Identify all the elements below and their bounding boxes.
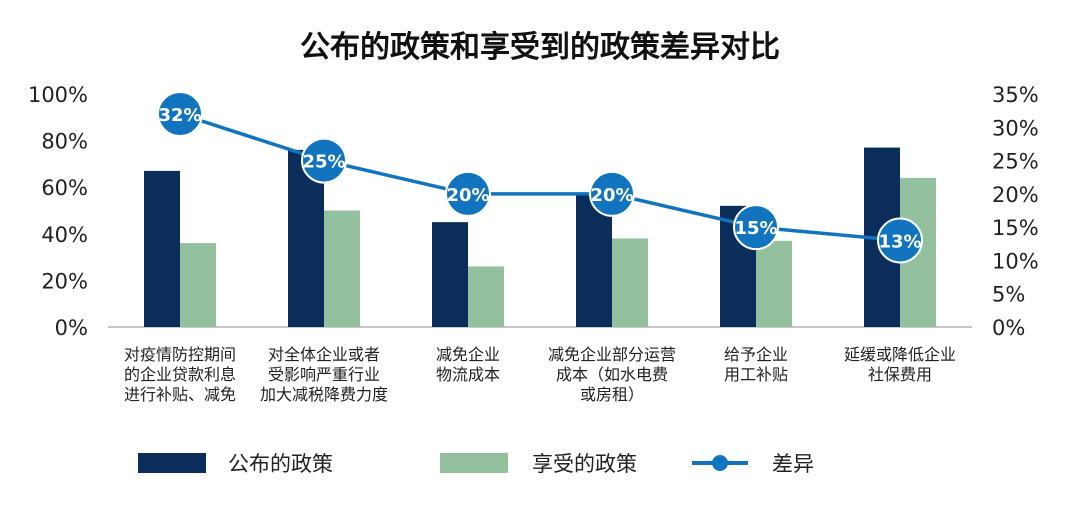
bars-layer [144, 147, 936, 327]
y-left-tick-label: 40% [41, 223, 88, 247]
y-right-tick-label: 15% [992, 216, 1039, 240]
y-right-tick-label: 20% [992, 183, 1039, 207]
diff-point-label: 25% [302, 152, 345, 173]
x-category-label-line: 社保费用 [868, 365, 932, 384]
x-category-label: 给予企业用工补贴 [724, 345, 788, 384]
axes-layer: 0% 20% 40% 60% 80% 100% 0% 5% 10% 15% 20% 25% 30% 35%… [28, 83, 1039, 404]
labels-layer: 32% 25% 20% 20% 15% 13% [158, 105, 921, 252]
y-left-tick-label: 20% [41, 269, 88, 293]
y-left-tick-label: 80% [41, 130, 88, 154]
line-layer [157, 90, 923, 264]
x-category-label-line: 减免企业部分运营 [548, 345, 676, 364]
y-right-tick-label: 0% [992, 316, 1025, 340]
x-category-label-line: 对全体企业或者 [268, 345, 380, 364]
diff-point-label: 15% [734, 218, 777, 239]
y-left-tick-label: 100% [28, 83, 88, 107]
chart-title: 公布的政策和享受到的政策差异对比 [300, 30, 780, 65]
bar-enjoyed [324, 210, 360, 327]
y-right-tick-label: 30% [992, 116, 1039, 140]
bar-published [576, 194, 612, 327]
legend: 公布的政策 享受的政策 差异 [138, 452, 814, 476]
diff-point [445, 170, 491, 217]
x-category-label: 减免企业部分运营成本（如水电费或房租） [548, 345, 676, 404]
legend-label-enjoyed: 享受的政策 [532, 452, 637, 476]
x-category-label-line: 延缓或降低企业 [844, 345, 956, 364]
legend-swatch-diff-marker [712, 455, 728, 471]
diff-point [733, 204, 779, 251]
y-right-tick-label: 10% [992, 249, 1039, 273]
diff-point [157, 90, 203, 137]
x-category-label: 对全体企业或者受影响严重行业加大减税降费力度 [260, 345, 388, 404]
x-category-label-line: 受影响严重行业 [268, 365, 380, 384]
diff-point-label: 20% [590, 185, 633, 206]
x-category-label-line: 物流成本 [436, 365, 500, 384]
diff-point-label: 32% [158, 105, 201, 126]
legend-swatch-published [138, 453, 206, 473]
y-left-tick-label: 0% [55, 316, 88, 340]
bar-published [432, 222, 468, 327]
bar-published [144, 170, 180, 327]
legend-swatch-enjoyed [440, 453, 508, 473]
y-right-tick-label: 25% [992, 150, 1039, 174]
y-right-tick-label: 5% [992, 283, 1025, 307]
diff-point-label: 13% [878, 231, 921, 252]
x-category-label: 延缓或降低企业社保费用 [844, 345, 956, 384]
x-category-label-line: 减免企业 [436, 345, 500, 364]
x-category-label-line: 给予企业 [724, 345, 788, 364]
legend-label-published: 公布的政策 [228, 452, 333, 476]
diff-point [589, 170, 635, 217]
x-category-label: 对疫情防控期间的企业贷款利息进行补贴、减免 [124, 345, 236, 404]
x-category-label-line: 用工补贴 [724, 365, 788, 384]
x-category-label-line: 或房租） [580, 385, 644, 404]
x-category-label: 减免企业物流成本 [436, 345, 500, 384]
bar-enjoyed [468, 266, 504, 327]
bar-enjoyed [756, 240, 792, 327]
x-category-label-line: 进行补贴、减免 [124, 385, 236, 404]
diff-point [301, 137, 347, 184]
x-category-label-line: 成本（如水电费 [556, 365, 668, 384]
x-category-label-line: 加大减税降费力度 [260, 385, 388, 404]
bar-enjoyed [612, 238, 648, 327]
diff-line [179, 112, 901, 243]
bar-enjoyed [180, 243, 216, 327]
diff-point [877, 217, 923, 264]
legend-label-diff: 差异 [772, 452, 814, 476]
y-left-tick-label: 60% [41, 176, 88, 200]
x-category-label-line: 对疫情防控期间 [124, 345, 236, 364]
x-category-label-line: 的企业贷款利息 [124, 365, 236, 384]
y-right-tick-label: 35% [992, 83, 1039, 107]
diff-point-label: 20% [446, 185, 489, 206]
